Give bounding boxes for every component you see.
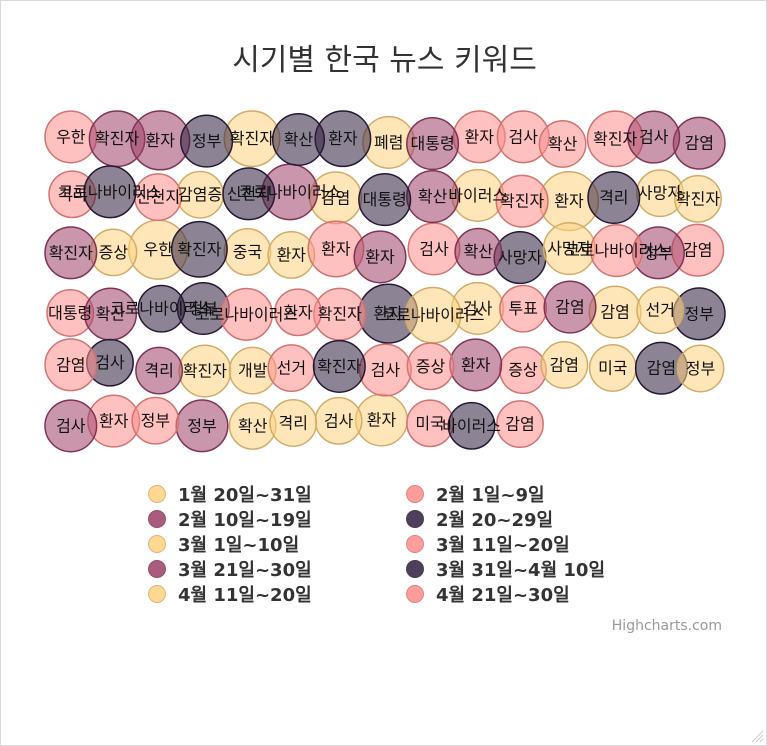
legend-label: 3월 1일~10일 xyxy=(178,535,300,556)
bubble-point[interactable] xyxy=(495,174,549,228)
legend-label: 4월 21일~30일 xyxy=(436,585,570,606)
bubble-point[interactable] xyxy=(131,396,180,445)
credits-link[interactable]: Highcharts.com xyxy=(611,618,722,634)
bubble-point[interactable] xyxy=(353,230,407,284)
legend-item[interactable]: 1월 20일~31일 xyxy=(141,483,399,506)
bubble-point[interactable] xyxy=(271,112,326,167)
legend-item[interactable]: 2월 1일~9일 xyxy=(399,483,649,506)
legend-swatch-icon xyxy=(406,510,424,528)
legend-swatch-icon xyxy=(406,560,424,578)
legend-swatch-icon xyxy=(406,485,424,503)
bubble-point[interactable] xyxy=(358,173,412,227)
bubble-point[interactable] xyxy=(543,280,597,334)
legend-swatch-icon xyxy=(148,535,166,553)
bubble-point[interactable] xyxy=(406,342,455,391)
legend-item[interactable]: 3월 21일~30일 xyxy=(141,558,399,581)
legend-item[interactable]: 2월 20~29일 xyxy=(399,508,649,531)
legend-label: 4월 11일~20일 xyxy=(178,585,312,606)
legend-item[interactable]: 3월 31일~4월 10일 xyxy=(399,558,649,581)
bubble-point[interactable] xyxy=(538,120,587,168)
bubble-point[interactable] xyxy=(407,222,461,276)
bubble-point[interactable] xyxy=(267,344,316,393)
bubble-point[interactable] xyxy=(274,288,322,337)
bubble-point[interactable] xyxy=(83,287,138,341)
bubble-point[interactable] xyxy=(44,399,98,453)
legend-swatch-icon xyxy=(148,485,166,503)
bubble-point[interactable] xyxy=(314,396,363,445)
bubble-point[interactable] xyxy=(588,344,637,392)
bubble-point[interactable] xyxy=(496,400,544,449)
bubble-point[interactable] xyxy=(404,286,462,344)
legend-label: 3월 31일~4월 10일 xyxy=(436,560,606,581)
bubble-point[interactable] xyxy=(223,227,272,276)
bubble-point[interactable] xyxy=(499,284,548,333)
bubble-point[interactable] xyxy=(180,114,234,168)
legend-swatch-icon xyxy=(148,510,166,528)
legend-item[interactable]: 4월 11일~20일 xyxy=(141,583,399,606)
bubble-point[interactable] xyxy=(170,220,228,278)
legend-label: 1월 20일~31일 xyxy=(178,485,312,506)
bubble-point[interactable] xyxy=(540,341,589,389)
bubble-point[interactable] xyxy=(83,165,137,219)
legend-label: 3월 21일~30일 xyxy=(178,560,312,581)
bubble-point[interactable] xyxy=(354,393,409,447)
bubble-point[interactable] xyxy=(176,170,225,219)
bubble-point[interactable] xyxy=(499,346,547,395)
bubble-point[interactable] xyxy=(449,338,503,392)
legend-item[interactable]: 4월 21일~30일 xyxy=(399,583,649,606)
bubble-point[interactable] xyxy=(627,110,681,164)
chart-title: 시기별 한국 뉴스 키워드 xyxy=(232,43,537,78)
bubble-point[interactable] xyxy=(312,339,366,393)
legend-swatch-icon xyxy=(406,585,424,603)
legend-label: 2월 1일~9일 xyxy=(436,485,545,506)
bubble-point[interactable] xyxy=(137,284,186,333)
bubble-point[interactable] xyxy=(451,168,505,222)
bubble-point[interactable] xyxy=(228,401,277,450)
bubble-point[interactable] xyxy=(454,227,503,276)
bubble-point[interactable] xyxy=(542,222,596,276)
bubble-point[interactable] xyxy=(222,167,276,221)
bubble-point[interactable] xyxy=(135,346,184,395)
bubble-point[interactable] xyxy=(44,338,98,392)
bubble-point[interactable] xyxy=(587,170,641,225)
bubble-point[interactable] xyxy=(358,343,412,397)
bubble-point[interactable] xyxy=(175,399,229,453)
bubble-point[interactable] xyxy=(44,226,98,280)
bubble-point[interactable] xyxy=(674,174,722,223)
bubble-point[interactable] xyxy=(590,224,644,278)
bubble-point[interactable] xyxy=(219,287,274,341)
bubble-point[interactable] xyxy=(267,230,316,279)
bubble-point[interactable] xyxy=(676,344,725,393)
bubble-point[interactable] xyxy=(178,344,232,398)
legend-swatch-icon xyxy=(148,585,166,603)
bubble-point[interactable] xyxy=(447,401,496,450)
bubble-point[interactable] xyxy=(269,399,318,447)
bubble-point[interactable] xyxy=(636,286,685,335)
resize-grip-icon[interactable] xyxy=(750,729,764,743)
legend-item[interactable]: 3월 1일~10일 xyxy=(141,533,399,556)
legend-label: 3월 11일~20일 xyxy=(436,535,570,556)
legend: 1월 20일~31일 2월 1일~9일 2월 10일~19일 2월 20~29일 3월 … xyxy=(141,483,661,606)
legend-item[interactable]: 3월 11일~20일 xyxy=(399,533,649,556)
bubble-point[interactable] xyxy=(406,399,455,448)
bubble-point[interactable] xyxy=(134,173,182,222)
bubble-point[interactable] xyxy=(406,117,460,171)
bubble-point[interactable] xyxy=(588,285,642,339)
bubble-point[interactable] xyxy=(406,170,460,224)
legend-swatch-icon xyxy=(406,535,424,553)
legend-swatch-icon xyxy=(148,560,166,578)
legend-label: 2월 10일~19일 xyxy=(178,510,312,531)
legend-item[interactable]: 2월 10일~19일 xyxy=(141,508,399,531)
legend-label: 2월 20~29일 xyxy=(436,510,554,531)
bubble-point[interactable] xyxy=(493,231,547,285)
bubble-point[interactable] xyxy=(672,116,726,170)
